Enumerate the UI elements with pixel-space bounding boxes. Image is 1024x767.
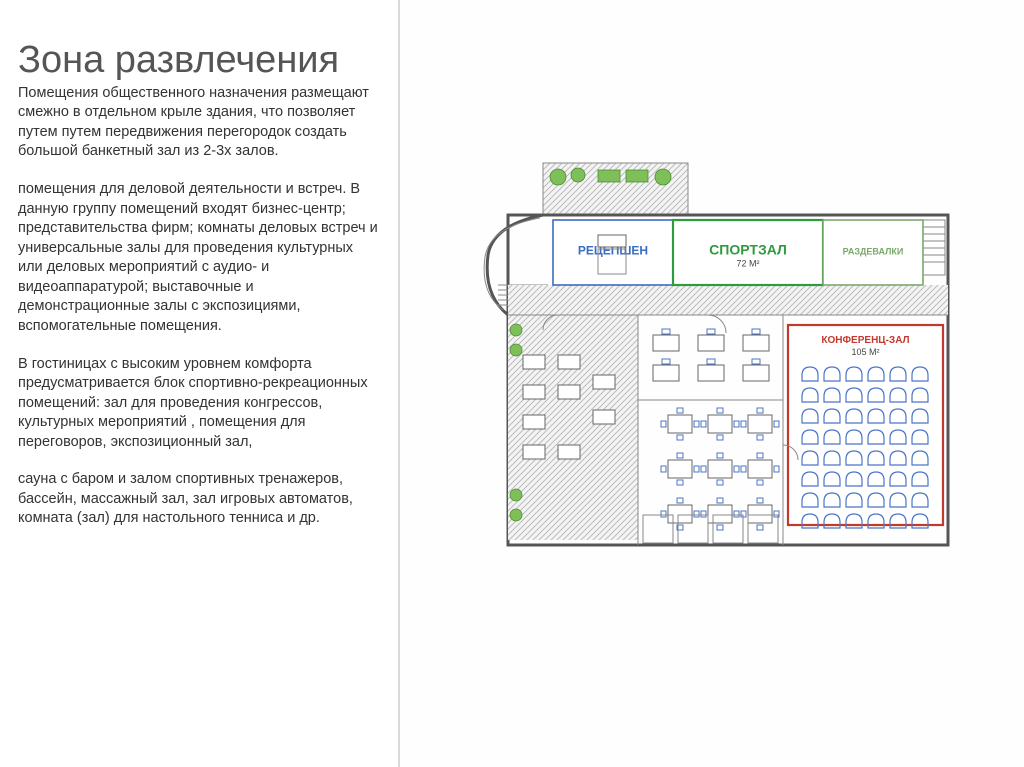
office-table: [653, 365, 679, 381]
room-label-gym: СПОРТЗАЛ: [709, 242, 787, 258]
paragraph-2: помещения для деловой деятельности и вст…: [18, 180, 380, 337]
office-chair: [662, 329, 670, 334]
dining-chair: [757, 453, 763, 458]
dining-chair: [774, 466, 779, 472]
dining-chair: [701, 511, 706, 517]
dining-chair: [694, 466, 699, 472]
plan-column: РЕЦЕПШЕНСПОРТЗАЛ72 М²РАЗДЕВАЛКИКОНФЕРЕНЦ…: [400, 0, 1024, 767]
dining-chair: [701, 466, 706, 472]
dining-chair: [694, 421, 699, 427]
dining-chair: [774, 421, 779, 427]
dining-chair: [677, 435, 683, 440]
dining-chair: [741, 421, 746, 427]
dining-table: [748, 505, 772, 523]
office-chair: [707, 329, 715, 334]
dining-chair: [717, 435, 723, 440]
office-table: [743, 365, 769, 381]
dining-chair: [661, 421, 666, 427]
dining-chair: [701, 421, 706, 427]
dining-chair: [677, 498, 683, 503]
dining-chair: [757, 480, 763, 485]
dining-chair: [677, 480, 683, 485]
office-chair: [752, 329, 760, 334]
dining-chair: [734, 466, 739, 472]
paragraph-1: Помещения общественного назначения разме…: [18, 84, 380, 162]
paragraph-3: В гостиницах с высоким уровнем комфорта …: [18, 355, 380, 453]
office-chair: [752, 359, 760, 364]
room-label-locker: РАЗДЕВАЛКИ: [843, 247, 904, 257]
dining-table: [708, 505, 732, 523]
dining-chair: [734, 511, 739, 517]
office-table: [743, 335, 769, 351]
dining-chair: [741, 466, 746, 472]
dining-chair: [677, 453, 683, 458]
dining-chair: [717, 453, 723, 458]
dining-chair: [757, 498, 763, 503]
dining-table: [668, 415, 692, 433]
paragraph-4: сауна с баром и залом спортивных тренаже…: [18, 470, 380, 529]
dining-chair: [717, 480, 723, 485]
dining-chair: [661, 466, 666, 472]
floor-plan-svg: РЕЦЕПШЕНСПОРТЗАЛ72 М²РАЗДЕВАЛКИКОНФЕРЕНЦ…: [448, 145, 968, 605]
dining-chair: [717, 525, 723, 530]
office-chair: [662, 359, 670, 364]
page-title: Зона развлечения: [18, 40, 380, 82]
dining-chair: [757, 525, 763, 530]
office-table: [653, 335, 679, 351]
office-table: [698, 335, 724, 351]
room-sublabel-conference: 105 М²: [851, 347, 879, 357]
dining-table: [668, 505, 692, 523]
dining-chair: [661, 511, 666, 517]
dining-table: [748, 460, 772, 478]
dining-table: [708, 415, 732, 433]
body-text: Помещения общественного назначения разме…: [18, 84, 380, 529]
room-label-conference: КОНФЕРЕНЦ-ЗАЛ: [821, 335, 909, 346]
text-column: Зона развлечения Помещения общественного…: [0, 0, 400, 767]
dining-chair: [677, 408, 683, 413]
dining-chair: [734, 421, 739, 427]
dining-table: [668, 460, 692, 478]
floor-plan: РЕЦЕПШЕНСПОРТЗАЛ72 М²РАЗДЕВАЛКИКОНФЕРЕНЦ…: [448, 145, 968, 605]
dining-chair: [717, 498, 723, 503]
dining-chair: [717, 408, 723, 413]
dining-table: [708, 460, 732, 478]
dining-chair: [757, 408, 763, 413]
dining-chair: [694, 511, 699, 517]
dining-table: [748, 415, 772, 433]
office-chair: [707, 359, 715, 364]
office-table: [698, 365, 724, 381]
room-sublabel-gym: 72 М²: [736, 259, 759, 269]
dining-chair: [757, 435, 763, 440]
